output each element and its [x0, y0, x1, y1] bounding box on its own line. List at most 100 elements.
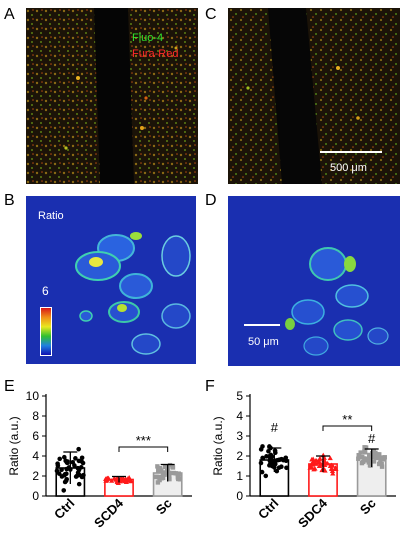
data-point — [55, 461, 60, 466]
y-axis-label: Ratio (a.u.) — [7, 416, 21, 475]
legend-fura-red: Fura-Red — [132, 48, 179, 60]
y-axis-label: Ratio (a.u.) — [211, 416, 225, 475]
data-point — [356, 456, 361, 461]
y-tick-label: 10 — [26, 389, 40, 403]
data-point — [56, 471, 62, 476]
data-point — [371, 454, 376, 459]
ratio-label: Ratio — [38, 210, 64, 222]
data-point — [73, 456, 78, 461]
significance-bracket — [118, 446, 169, 452]
data-point — [59, 467, 64, 473]
data-point — [374, 455, 379, 461]
data-point — [175, 472, 181, 477]
data-point — [259, 469, 265, 475]
scale-bar-c — [320, 151, 382, 153]
x-category-label: SDC4 — [295, 495, 331, 531]
data-point — [79, 455, 85, 461]
y-tick-label: 5 — [236, 389, 243, 403]
colorbar — [40, 307, 52, 356]
panel-label-e: E — [4, 378, 15, 395]
significance-stars: *** — [136, 433, 151, 448]
data-point — [356, 452, 361, 458]
data-point — [155, 464, 160, 469]
panel-label-b: B — [4, 192, 15, 209]
data-point — [310, 456, 316, 462]
data-point — [264, 454, 269, 459]
x-category-label: Ctrl — [51, 496, 77, 522]
data-point — [377, 461, 383, 466]
ratio-image-b: Ratio 6 — [26, 196, 196, 364]
ratio-image-b-cells — [75, 232, 191, 355]
data-point — [268, 452, 274, 458]
data-point — [159, 468, 164, 473]
y-tick-label: 2 — [236, 449, 243, 463]
x-category-label: SCD4 — [91, 495, 127, 531]
significance-hash: # — [271, 420, 279, 435]
data-point — [167, 462, 173, 468]
data-point — [64, 476, 70, 482]
data-point — [64, 471, 69, 477]
data-point — [76, 481, 82, 487]
ratio-image-d-cells — [285, 247, 389, 356]
panel-label-d: D — [205, 192, 217, 209]
legend-fluo4: Fluo-4 — [132, 32, 164, 44]
y-tick-label: 8 — [32, 409, 39, 423]
data-point — [160, 474, 165, 479]
data-point — [74, 473, 80, 479]
data-point — [269, 461, 275, 466]
data-point — [371, 459, 377, 464]
data-point — [79, 458, 84, 464]
data-point — [358, 450, 363, 455]
data-point — [153, 474, 158, 480]
scale-bar-d — [244, 324, 280, 326]
micrograph-c-image — [228, 8, 400, 184]
data-point — [81, 472, 86, 478]
data-point — [72, 463, 77, 468]
data-point — [105, 475, 111, 481]
y-tick-label: 2 — [32, 469, 39, 483]
data-point — [57, 456, 63, 462]
data-point — [309, 461, 315, 467]
data-point — [328, 465, 335, 471]
scale-label-c: 500 μm — [330, 162, 367, 174]
micrograph-a: Fluo-4 Fura-Red — [26, 8, 198, 184]
data-point — [328, 462, 335, 468]
y-tick-label: 4 — [32, 449, 39, 463]
data-point — [75, 465, 81, 471]
data-point — [381, 457, 387, 462]
data-point — [125, 476, 132, 482]
y-tick-label: 0 — [236, 489, 243, 503]
colorbar-max-label: 6 — [42, 284, 49, 298]
data-point — [379, 464, 385, 469]
data-point — [327, 455, 333, 461]
data-point — [379, 455, 384, 460]
data-point — [167, 476, 172, 482]
data-point — [156, 475, 161, 480]
micrograph-a-image — [26, 8, 198, 184]
data-point — [76, 446, 81, 452]
data-point — [376, 455, 382, 460]
x-category-label: Sc — [357, 496, 379, 518]
significance-stars: ** — [342, 412, 352, 427]
micrograph-c: 500 μm — [228, 8, 400, 184]
ratio-image-d: 50 μm — [228, 196, 400, 366]
data-point — [316, 456, 322, 462]
y-tick-label: 1 — [236, 469, 243, 483]
data-point — [367, 452, 372, 458]
data-point — [61, 488, 67, 493]
data-point — [316, 463, 323, 468]
data-point — [258, 447, 264, 452]
data-point — [175, 475, 181, 480]
data-point — [313, 458, 319, 463]
data-point — [61, 454, 67, 460]
data-point — [64, 460, 70, 465]
data-point — [167, 470, 172, 476]
data-point — [266, 448, 271, 454]
data-point — [367, 462, 373, 468]
data-point — [373, 451, 378, 456]
panel-label-c: C — [205, 6, 217, 23]
data-point — [260, 456, 266, 461]
y-tick-label: 0 — [32, 489, 39, 503]
data-point — [284, 465, 289, 471]
x-category-label: Sc — [153, 496, 175, 518]
